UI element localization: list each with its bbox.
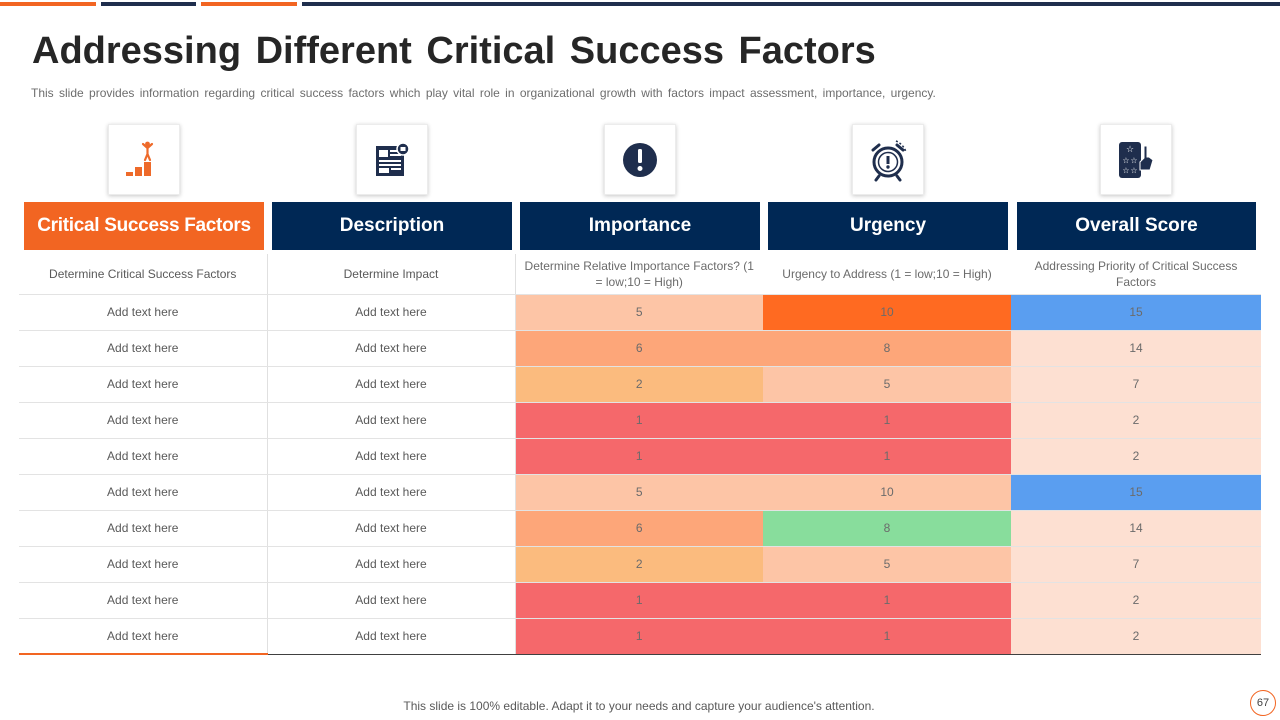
cell-description: Add text here <box>267 474 516 511</box>
cell-score: 2 <box>1011 402 1261 439</box>
podium-person-icon <box>108 124 180 195</box>
subheader-score: Addressing Priority of Critical Success … <box>1011 254 1261 295</box>
table-row: Add text here Add text here 1 1 2 <box>19 618 1261 655</box>
cell-description: Add text here <box>267 402 516 439</box>
subheader-row: Determine Critical Success Factors Deter… <box>19 254 1261 295</box>
subheader-factor: Determine Critical Success Factors <box>19 254 268 295</box>
svg-text:☆: ☆ <box>1122 156 1129 165</box>
cell-importance: 5 <box>515 294 763 331</box>
table-row: Add text here Add text here 6 8 14 <box>19 510 1261 547</box>
cell-score: 2 <box>1011 438 1261 475</box>
accent-bar-orange-1 <box>0 2 96 6</box>
cell-description: Add text here <box>267 294 516 331</box>
subheader-importance: Determine Relative Importance Factors? (… <box>515 254 763 295</box>
cell-importance: 6 <box>515 510 763 547</box>
cell-factor: Add text here <box>19 546 268 583</box>
cell-factor: Add text here <box>19 330 268 367</box>
cell-score: 15 <box>1011 474 1261 511</box>
newspaper-icon <box>356 124 428 195</box>
cell-factor: Add text here <box>19 582 268 619</box>
exclamation-icon <box>604 124 676 195</box>
page-number: 67 <box>1250 690 1276 716</box>
star-rating-hand-icon: ☆ ☆ ☆ ☆ ☆ <box>1100 124 1172 195</box>
cell-importance: 5 <box>515 474 763 511</box>
svg-text:☆: ☆ <box>1126 145 1134 155</box>
cell-urgency: 1 <box>763 582 1011 619</box>
svg-text:☆: ☆ <box>1130 166 1137 175</box>
cell-importance: 2 <box>515 546 763 583</box>
cell-factor: Add text here <box>19 366 268 403</box>
cell-urgency: 1 <box>763 618 1011 655</box>
cell-importance: 1 <box>515 402 763 439</box>
accent-bar-navy-1 <box>101 2 196 6</box>
table-row: Add text here Add text here 1 1 2 <box>19 402 1261 439</box>
cell-score: 2 <box>1011 582 1261 619</box>
cell-description: Add text here <box>267 546 516 583</box>
cell-urgency: 1 <box>763 438 1011 475</box>
cell-urgency: 10 <box>763 294 1011 331</box>
accent-bar-navy-2 <box>302 2 1280 6</box>
cell-description: Add text here <box>267 438 516 475</box>
cell-factor: Add text here <box>19 402 268 439</box>
cell-factor: Add text here <box>19 474 268 511</box>
table-row: Add text here Add text here 6 8 14 <box>19 330 1261 367</box>
cell-score: 15 <box>1011 294 1261 331</box>
header-importance: Importance <box>520 202 760 250</box>
cell-importance: 1 <box>515 438 763 475</box>
header-overall-score: Overall Score <box>1017 202 1256 250</box>
accent-bar-orange-2 <box>201 2 297 6</box>
page-subtitle: This slide provides information regardin… <box>31 86 936 100</box>
success-factors-table: Determine Critical Success Factors Deter… <box>19 254 1261 655</box>
footer-note: This slide is 100% editable. Adapt it to… <box>403 699 875 713</box>
cell-factor: Add text here <box>19 618 268 655</box>
cell-importance: 2 <box>515 366 763 403</box>
page-title: Addressing Different Critical Success Fa… <box>32 30 876 72</box>
cell-importance: 1 <box>515 618 763 655</box>
cell-description: Add text here <box>267 510 516 547</box>
subheader-description: Determine Impact <box>267 254 516 295</box>
table-row: Add text here Add text here 1 1 2 <box>19 438 1261 475</box>
cell-description: Add text here <box>267 582 516 619</box>
cell-urgency: 8 <box>763 330 1011 367</box>
table-row: Add text here Add text here 2 5 7 <box>19 366 1261 403</box>
subheader-urgency: Urgency to Address (1 = low;10 = High) <box>763 254 1011 295</box>
cell-urgency: 1 <box>763 402 1011 439</box>
cell-urgency: 5 <box>763 366 1011 403</box>
header-urgency: Urgency <box>768 202 1008 250</box>
svg-text:☆: ☆ <box>1122 166 1129 175</box>
alarm-clock-icon <box>852 124 924 195</box>
cell-importance: 6 <box>515 330 763 367</box>
cell-description: Add text here <box>267 330 516 367</box>
cell-score: 7 <box>1011 546 1261 583</box>
table-row: Add text here Add text here 1 1 2 <box>19 582 1261 619</box>
cell-score: 14 <box>1011 330 1261 367</box>
cell-description: Add text here <box>267 618 516 655</box>
cell-description: Add text here <box>267 366 516 403</box>
header-description: Description <box>272 202 512 250</box>
cell-importance: 1 <box>515 582 763 619</box>
cell-score: 14 <box>1011 510 1261 547</box>
table-row: Add text here Add text here 2 5 7 <box>19 546 1261 583</box>
cell-factor: Add text here <box>19 510 268 547</box>
cell-urgency: 8 <box>763 510 1011 547</box>
table-row: Add text here Add text here 5 10 15 <box>19 474 1261 511</box>
cell-score: 7 <box>1011 366 1261 403</box>
table-row: Add text here Add text here 5 10 15 <box>19 294 1261 331</box>
cell-factor: Add text here <box>19 294 268 331</box>
svg-text:☆: ☆ <box>1130 156 1137 165</box>
header-critical-success-factors: Critical Success Factors <box>24 202 264 250</box>
cell-urgency: 5 <box>763 546 1011 583</box>
cell-factor: Add text here <box>19 438 268 475</box>
cell-score: 2 <box>1011 618 1261 655</box>
cell-urgency: 10 <box>763 474 1011 511</box>
